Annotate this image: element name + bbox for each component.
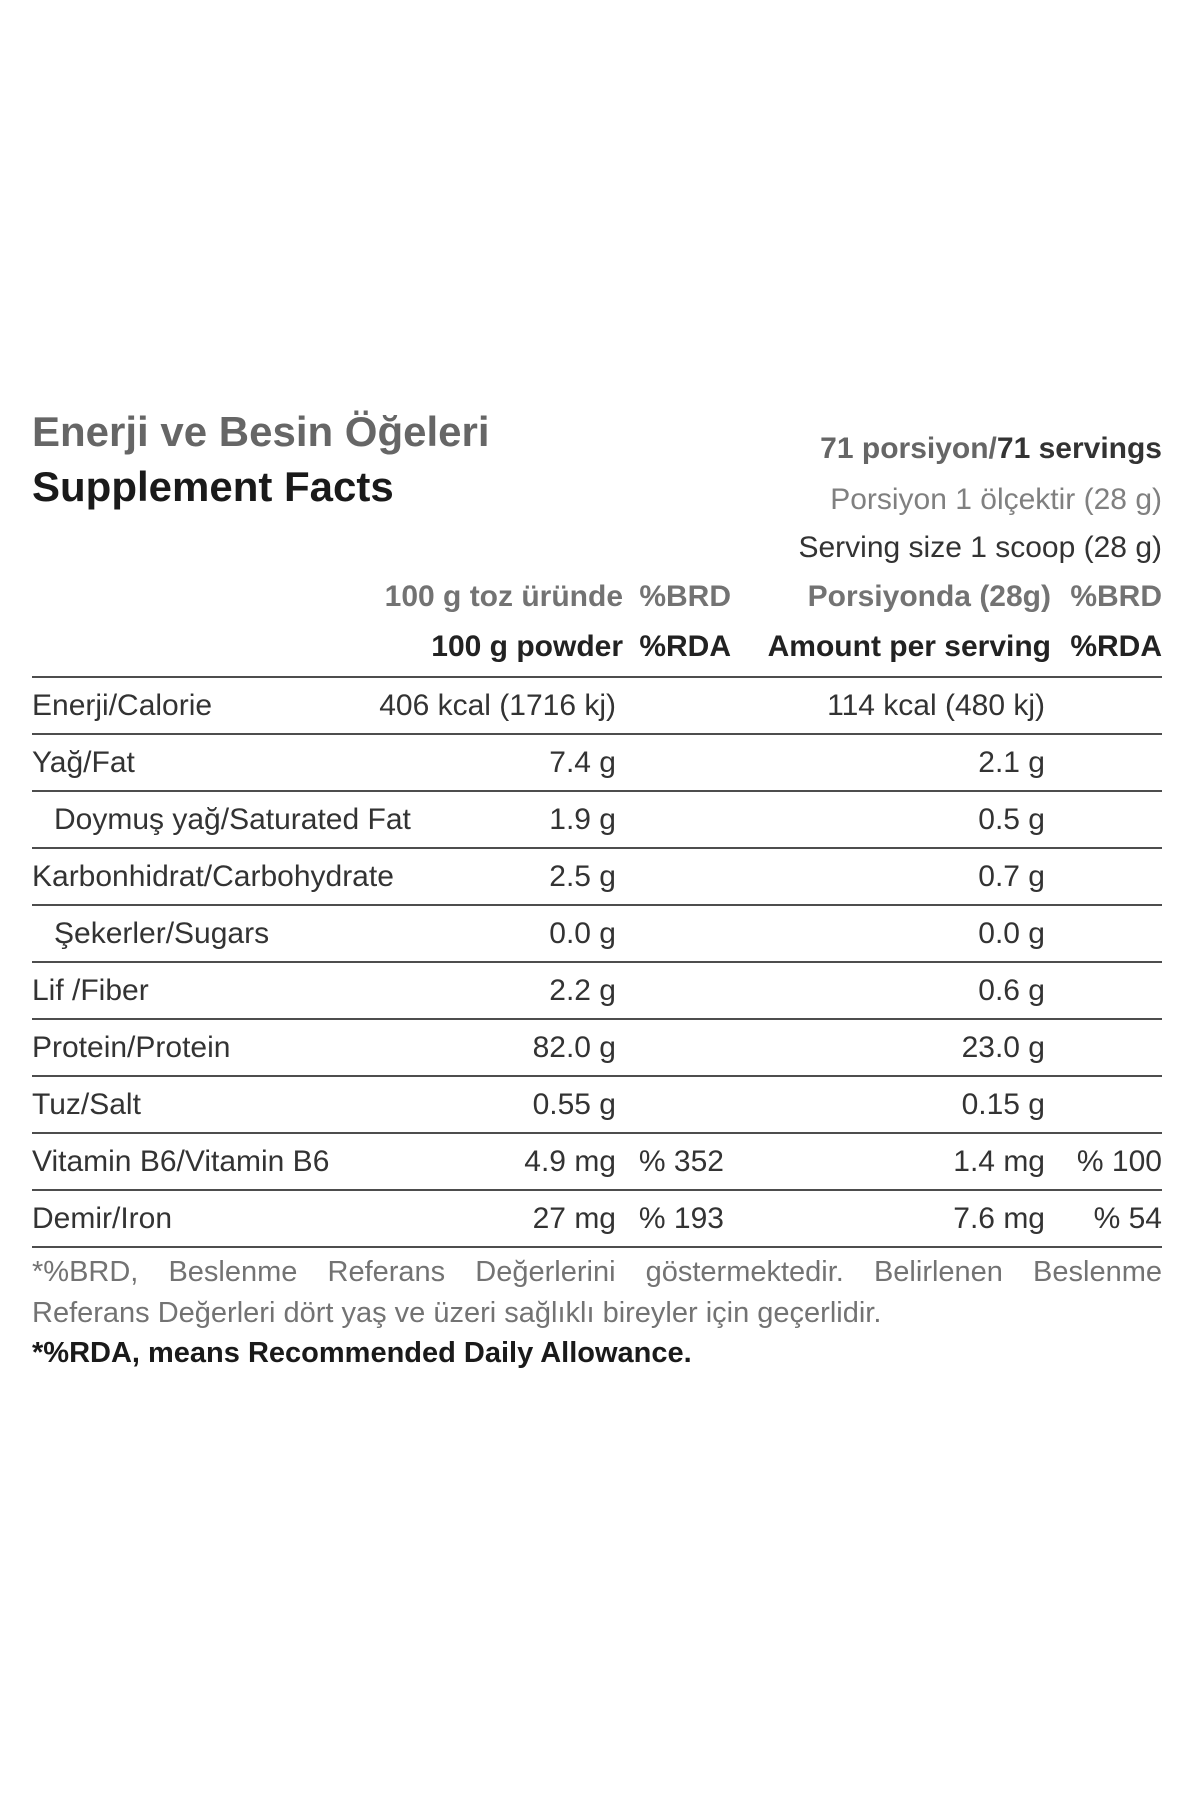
servings-count-en: 71 servings [996, 432, 1162, 465]
per100-value: 4.9 mg [524, 1145, 616, 1178]
column-header-rda-1: %RDA [639, 630, 731, 663]
servings-count-tr: 71 porsiyon/ [820, 432, 997, 465]
serving-value: 114 kcal (480 kj) [827, 689, 1045, 722]
table-row: Demir/Iron 27 mg % 193 7.6 mg % 54 [32, 1191, 1162, 1248]
per100-value: 2.2 g [549, 974, 616, 1007]
row-label: Protein/Protein [32, 1031, 231, 1064]
column-header-brd-1: %BRD [639, 580, 731, 613]
serving-value: 0.0 g [978, 917, 1045, 950]
table-row: Karbonhidrat/Carbohydrate 2.5 g 0.7 g [32, 849, 1162, 906]
table-row: Şekerler/Sugars 0.0 g 0.0 g [32, 906, 1162, 963]
column-header-brd-2: %BRD [1070, 580, 1162, 613]
column-header-serving-en: Amount per serving [767, 630, 1051, 663]
per100-value: 0.55 g [532, 1088, 616, 1121]
row-label: Tuz/Salt [32, 1088, 141, 1121]
serving-value: 0.15 g [961, 1088, 1045, 1121]
column-header-rda-2: %RDA [1070, 630, 1162, 663]
table-row: Doymuş yağ/Saturated Fat 1.9 g 0.5 g [32, 792, 1162, 849]
row-label: Enerji/Calorie [32, 689, 213, 722]
footnote-brd-line2: Referans Değerleri dört yaş ve üzeri sağ… [32, 1297, 882, 1329]
per100-value: 82.0 g [532, 1031, 616, 1064]
row-label: Vitamin B6/Vitamin B6 [32, 1145, 330, 1178]
table-top-rule [32, 676, 1162, 678]
title-turkish: Enerji ve Besin Öğeleri [32, 408, 490, 455]
serving-size-english: Serving size 1 scoop (28 g) [798, 531, 1162, 564]
serving-value: 0.7 g [978, 860, 1045, 893]
column-header-per100-tr: 100 g toz üründe [384, 580, 623, 613]
serving-value: 23.0 g [961, 1031, 1045, 1064]
serving-percent: % 54 [1093, 1202, 1162, 1235]
table-row: Tuz/Salt 0.55 g 0.15 g [32, 1077, 1162, 1134]
serving-percent: % 100 [1076, 1145, 1162, 1178]
column-header-per100-en: 100 g powder [431, 630, 623, 663]
serving-size-turkish: Porsiyon 1 ölçektir (28 g) [830, 483, 1162, 516]
title-english: Supplement Facts [32, 463, 394, 510]
row-label: Yağ/Fat [32, 746, 135, 779]
per100-value: 27 mg [532, 1202, 616, 1235]
per100-value: 2.5 g [549, 860, 616, 893]
row-label: Şekerler/Sugars [54, 917, 270, 950]
per100-value: 1.9 g [549, 803, 616, 836]
table-row: Enerji/Calorie 406 kcal (1716 kj) 114 kc… [32, 678, 1162, 735]
table-row: Vitamin B6/Vitamin B6 4.9 mg % 352 1.4 m… [32, 1134, 1162, 1191]
row-label: Demir/Iron [32, 1202, 173, 1235]
row-label: Doymuş yağ/Saturated Fat [54, 803, 411, 836]
table-row: Lif /Fiber 2.2 g 0.6 g [32, 963, 1162, 1020]
row-label: Lif /Fiber [32, 974, 149, 1007]
footnote-brd-line1: *%BRD, Beslenme Referans Değerlerini gös… [32, 1256, 1162, 1288]
servings-count: 71 porsiyon/71 servings [820, 432, 1162, 466]
per100-value: 0.0 g [549, 917, 616, 950]
per100-percent: % 352 [638, 1145, 724, 1178]
row-label: Karbonhidrat/Carbohydrate [32, 860, 394, 893]
nutrition-table: Enerji/Calorie 406 kcal (1716 kj) 114 kc… [32, 676, 1162, 1248]
serving-value: 2.1 g [978, 746, 1045, 779]
column-header-serving-tr: Porsiyonda (28g) [807, 580, 1051, 613]
per100-value: 406 kcal (1716 kj) [379, 689, 616, 722]
serving-value: 1.4 mg [953, 1145, 1045, 1178]
per100-value: 7.4 g [549, 746, 616, 779]
per100-percent: % 193 [638, 1202, 724, 1235]
table-row: Yağ/Fat 7.4 g 2.1 g [32, 735, 1162, 792]
table-row: Protein/Protein 82.0 g 23.0 g [32, 1020, 1162, 1077]
serving-value: 0.6 g [978, 974, 1045, 1007]
serving-value: 0.5 g [978, 803, 1045, 836]
serving-value: 7.6 mg [953, 1202, 1045, 1235]
footnote-rda: *%RDA, means Recommended Daily Allowance… [32, 1337, 692, 1369]
